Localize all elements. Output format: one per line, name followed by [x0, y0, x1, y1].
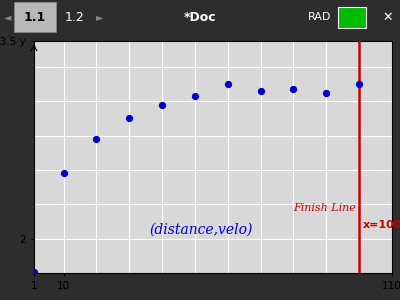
Bar	[338, 7, 366, 28]
Text: ◄: ◄	[4, 12, 12, 22]
Point	[60, 171, 67, 176]
Text: RAD: RAD	[308, 12, 332, 22]
Point	[323, 90, 330, 95]
Point	[356, 82, 362, 86]
Point	[93, 136, 100, 141]
Bar	[14, 2, 56, 32]
Point	[258, 88, 264, 93]
Text: *Doc: *Doc	[184, 11, 216, 24]
Point	[159, 102, 165, 107]
Text: 1.2: 1.2	[65, 11, 85, 24]
Text: ✕: ✕	[383, 11, 393, 24]
Text: Finish Line: Finish Line	[293, 203, 356, 213]
Point	[31, 270, 37, 274]
Text: 1.1: 1.1	[24, 11, 46, 24]
Point	[192, 94, 198, 98]
Point	[126, 116, 132, 121]
Text: (distance,velo): (distance,velo)	[150, 223, 253, 237]
Text: x=100: x=100	[362, 220, 400, 230]
Point	[290, 87, 297, 92]
Text: ►: ►	[96, 12, 104, 22]
Point	[224, 82, 231, 86]
